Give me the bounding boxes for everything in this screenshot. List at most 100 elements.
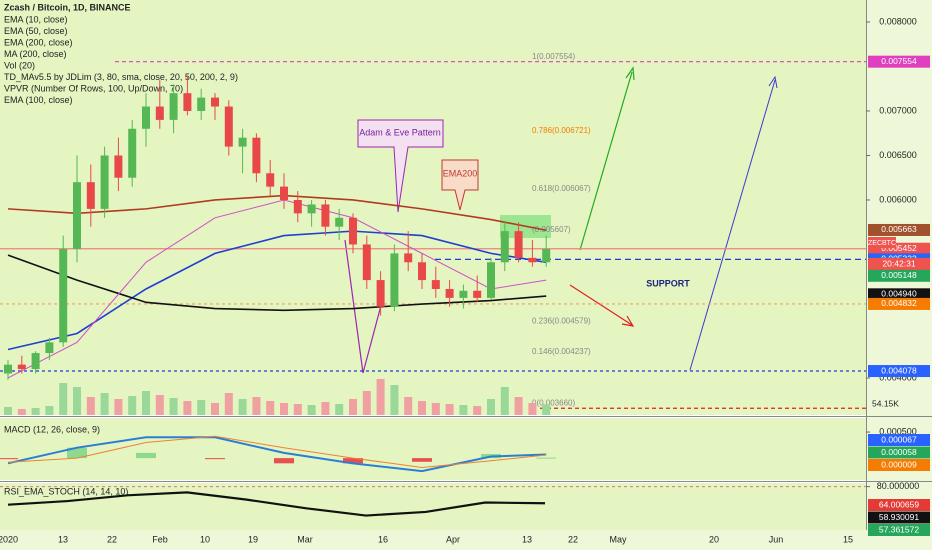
fib-label: 0.786(0.006721): [532, 126, 591, 135]
volume-bar: [45, 406, 54, 415]
candle-body: [100, 155, 109, 209]
candle-body: [280, 186, 288, 200]
indicator-label: EMA (200, close): [4, 37, 73, 47]
value-tag-label: 58.930091: [879, 512, 919, 522]
indicator-label: TD_MAv5.5 by JDLim (3, 80, sma, close, 2…: [4, 72, 238, 82]
price-tag-label: 0.004078: [881, 365, 917, 375]
macd-hist: [412, 458, 432, 462]
annotation: SUPPORT: [646, 278, 690, 288]
candle-body: [155, 106, 164, 120]
volume-bar: [280, 403, 288, 415]
ma-line: [7, 254, 547, 312]
volume-bar: [362, 391, 371, 415]
candle-body: [142, 106, 150, 129]
volume-bar: [390, 385, 399, 415]
candle-body: [307, 204, 316, 214]
macd-hist: [274, 458, 294, 464]
time-axis: [0, 530, 932, 550]
volume-bar: [100, 393, 109, 415]
price-pane: [0, 0, 866, 415]
candle-body: [128, 128, 137, 178]
candle-body: [362, 244, 371, 281]
value-tag-label: 0.000067: [881, 434, 917, 444]
candle-body: [390, 253, 399, 307]
candle-body: [73, 182, 81, 249]
symbol-label: ZECBTC: [868, 240, 896, 247]
volume-bar: [252, 397, 261, 415]
x-tick-label: Mar: [297, 534, 313, 544]
candle-body: [418, 262, 426, 281]
candle-body: [321, 204, 330, 227]
candle-body: [114, 155, 123, 178]
x-tick-label: Jun: [769, 534, 784, 544]
volume-bar: [542, 404, 551, 415]
fib-label: 0.236(0.004579): [532, 317, 591, 326]
volume-bar: [128, 396, 137, 415]
rsi-line: [7, 491, 546, 517]
candle-body: [197, 97, 206, 111]
volume-bar: [445, 404, 454, 415]
candle-body: [45, 342, 54, 354]
x-tick-label: Apr: [446, 534, 460, 544]
macd-line: [7, 436, 547, 473]
price-tag: [868, 297, 930, 310]
x-tick-label: 15: [843, 534, 853, 544]
callout: [357, 119, 444, 213]
callout: [441, 159, 479, 211]
volume-bar: [31, 408, 40, 415]
volume-bar: [17, 409, 26, 415]
rsi-pane: [0, 483, 866, 530]
pattern-line: [344, 239, 384, 374]
chart-title: Zcash / Bitcoin, 1D, BINANCE: [4, 2, 131, 12]
indicator-label: Vol (20): [4, 60, 35, 70]
fib-label: 1(0.007554): [532, 52, 575, 61]
x-tick-label: 19: [248, 534, 258, 544]
arrow-head: [625, 66, 635, 81]
price-tag-label: 0.004832: [881, 298, 917, 308]
macd-hist: [0, 458, 18, 460]
price-tag: [868, 55, 930, 68]
volume-bar: [73, 387, 81, 415]
indicator-label: EMA (10, close): [4, 14, 68, 24]
y-tick-label: 80.000000: [877, 481, 920, 491]
symbol-tag: [868, 237, 896, 248]
value-tag: [868, 459, 930, 471]
value-tag-label: 0.000009: [881, 459, 917, 469]
x-tick-label: 22: [568, 534, 578, 544]
macd-line: [7, 435, 547, 468]
x-tick-label: Feb: [152, 534, 168, 544]
price-tag-label: 0.005452: [881, 243, 917, 253]
price-tag-label: 0.005148: [881, 270, 917, 280]
countdown-tag: [868, 258, 930, 269]
y-tick-label: 0.008000: [879, 16, 917, 26]
candle-body: [459, 290, 468, 298]
x-tick-label: 20: [709, 534, 719, 544]
candle-body: [431, 280, 440, 289]
price-tag: [868, 223, 930, 236]
volume-bar: [238, 399, 247, 415]
fib-label: 0(0.003660): [532, 398, 575, 407]
arrow: [689, 79, 776, 371]
candle-body: [514, 231, 523, 258]
countdown: 20:42:31: [882, 258, 915, 268]
volume-bar: [500, 387, 509, 415]
fib-label: (0.005607): [532, 225, 571, 234]
macd-hist: [67, 447, 87, 459]
volume-bar: [307, 405, 316, 415]
volume-bar: [155, 395, 164, 415]
rsi-title: RSI_EMA_STOCH (14, 14, 10): [4, 486, 128, 496]
candle-body: [500, 231, 509, 263]
arrow: [569, 284, 633, 326]
candle-body: [473, 290, 482, 298]
x-tick-label: May: [609, 534, 627, 544]
macd-hist: [136, 452, 156, 459]
volume-bar: [86, 397, 95, 415]
price-tag: [868, 269, 930, 282]
candle-body: [266, 173, 275, 187]
candle-body: [183, 93, 192, 111]
macd-title: MACD (12, 26, close, 9): [4, 424, 100, 434]
x-tick-label: 13: [58, 534, 68, 544]
value-tag: [868, 524, 930, 536]
volume-bar: [418, 401, 426, 415]
x-tick-label: 13: [522, 534, 532, 544]
